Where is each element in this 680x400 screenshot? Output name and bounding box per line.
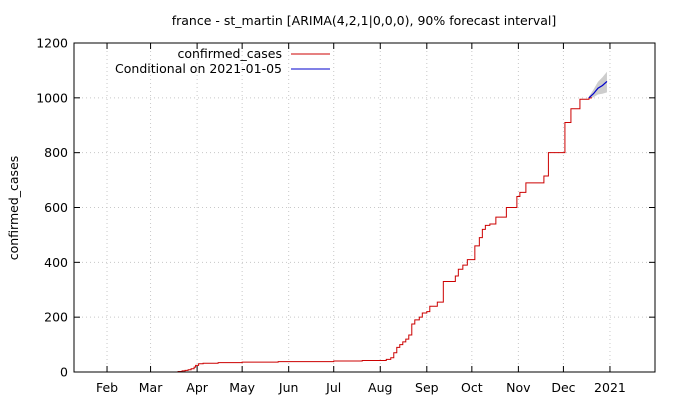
series-line [177,97,592,372]
x-tick-label: Oct [461,380,483,395]
y-tick-label: 200 [44,310,68,325]
chart-title: france - st_martin [ARIMA(4,2,1|0,0,0), … [172,13,557,28]
y-tick-label: 800 [44,145,68,160]
x-tick-label: Sep [415,380,439,395]
x-tick-label: Nov [506,380,531,395]
y-tick-label: 0 [60,365,68,380]
series-lines [177,80,608,372]
legend-label: Conditional on 2021-01-05 [115,61,282,76]
forecast-interval-band [588,71,607,100]
y-tick-label: 1200 [36,36,68,51]
x-tick-label: Dec [551,380,575,395]
x-axis: Feb Mar Apr May Jun Jul Aug Sep Oct Nov Dec 2021 [96,43,626,395]
forecast-band-group [588,71,607,100]
x-tick-label: Apr [186,380,208,395]
x-tick-label: 2021 [594,380,626,395]
x-tick-label: Feb [96,380,118,395]
y-axis-label: confirmed_cases [6,156,21,261]
x-tick-label: Jul [325,380,341,395]
y-tick-label: 1000 [36,90,68,105]
series-line [588,80,608,99]
y-axis: 0 200 400 600 800 1000 1200 [36,36,655,380]
x-tick-label: May [229,380,255,395]
x-tick-label: Jun [278,380,299,395]
x-tick-label: Aug [368,380,392,395]
y-tick-label: 400 [44,255,68,270]
y-tick-label: 600 [44,200,68,215]
gridlines [74,43,655,372]
x-tick-label: Mar [139,380,163,395]
legend-label: confirmed_cases [177,46,282,61]
